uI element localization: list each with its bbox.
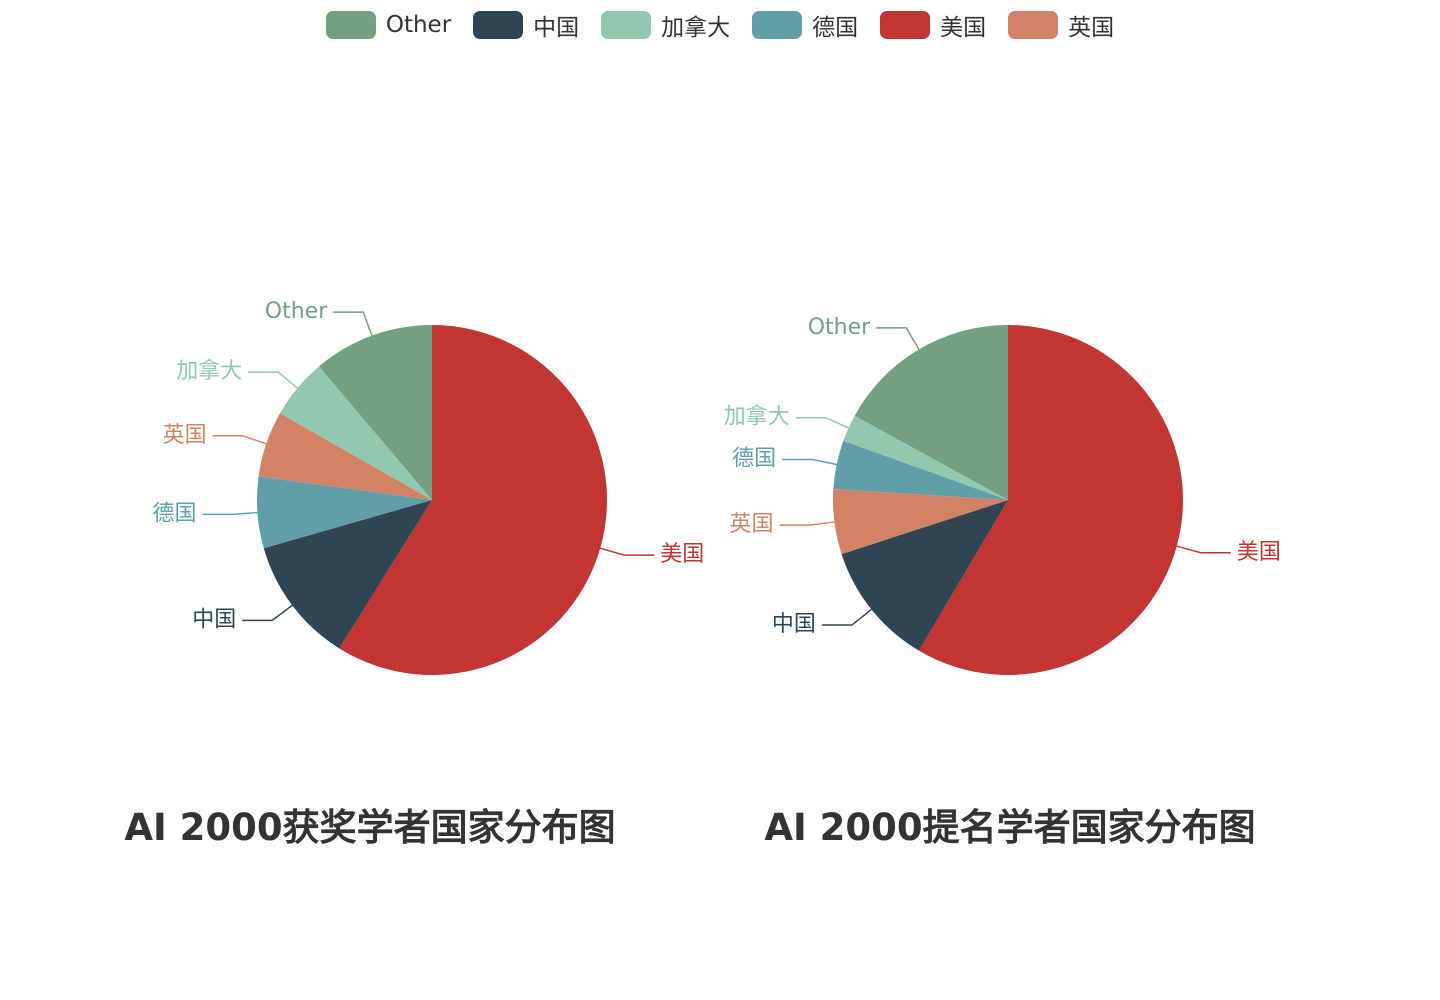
legend-item[interactable]: 美国 — [880, 8, 986, 42]
legend-item[interactable]: 中国 — [473, 8, 579, 42]
legend-label: 中国 — [533, 15, 580, 41]
legend-swatch — [325, 11, 376, 39]
legend-label: 德国 — [812, 15, 859, 41]
pie-slice[interactable] — [918, 325, 1183, 675]
pie-slice[interactable] — [854, 325, 1008, 500]
pie-slice[interactable] — [279, 366, 432, 500]
pie-slice[interactable] — [833, 489, 1008, 555]
legend-swatch — [1008, 11, 1059, 39]
label-line — [1176, 545, 1231, 554]
legend-label: 美国 — [940, 15, 987, 41]
label-line — [242, 604, 293, 622]
pie-slice[interactable] — [833, 440, 1008, 500]
label-line — [248, 371, 298, 389]
slice-label: 中国 — [192, 607, 236, 632]
legend-swatch — [601, 11, 652, 39]
chart-title: AI 2000提名学者国家分布图 — [764, 806, 1255, 849]
legend-swatch — [880, 11, 931, 39]
label-line — [779, 521, 835, 526]
legend-item[interactable]: 德国 — [752, 8, 858, 42]
label-line — [876, 327, 920, 350]
pie-slice[interactable] — [258, 413, 432, 500]
legend-item[interactable]: Other — [325, 8, 452, 42]
slice-label: 美国 — [1237, 540, 1281, 565]
label-line — [212, 435, 267, 445]
label-line — [600, 547, 655, 556]
slice-label: 中国 — [772, 612, 816, 637]
pie-slice[interactable] — [339, 325, 607, 675]
pie-slice[interactable] — [319, 325, 432, 500]
slice-label: 美国 — [660, 542, 704, 567]
legend-label: 加拿大 — [661, 15, 731, 41]
label-line — [821, 608, 872, 626]
label-line — [333, 311, 373, 336]
label-line — [782, 458, 837, 466]
slice-label: 英国 — [163, 423, 207, 448]
legend-item[interactable]: 英国 — [1008, 8, 1114, 42]
slice-label: 德国 — [152, 501, 196, 526]
legend-swatch — [752, 11, 803, 39]
label-line — [795, 416, 849, 429]
legend-item[interactable]: 加拿大 — [601, 8, 730, 42]
slice-label: Other — [265, 299, 328, 324]
pie-slice[interactable] — [841, 500, 1008, 651]
slice-label: 加拿大 — [176, 358, 242, 384]
label-line — [202, 511, 258, 516]
legend-label: Other — [385, 12, 452, 38]
legend-label: 英国 — [1068, 15, 1115, 41]
legend-swatch — [473, 11, 524, 39]
slice-label: Other — [808, 315, 871, 340]
pie-slice[interactable] — [257, 476, 432, 549]
legend: Other 中国 加拿大 德国 美国 英国 — [0, 8, 1440, 42]
slice-label: 德国 — [732, 446, 776, 471]
slice-label: 加拿大 — [724, 404, 790, 430]
pie-slice[interactable] — [843, 415, 1008, 500]
chart-title: AI 2000获奖学者国家分布图 — [124, 806, 615, 849]
slice-label: 英国 — [730, 512, 774, 537]
pie-slice[interactable] — [263, 500, 432, 649]
